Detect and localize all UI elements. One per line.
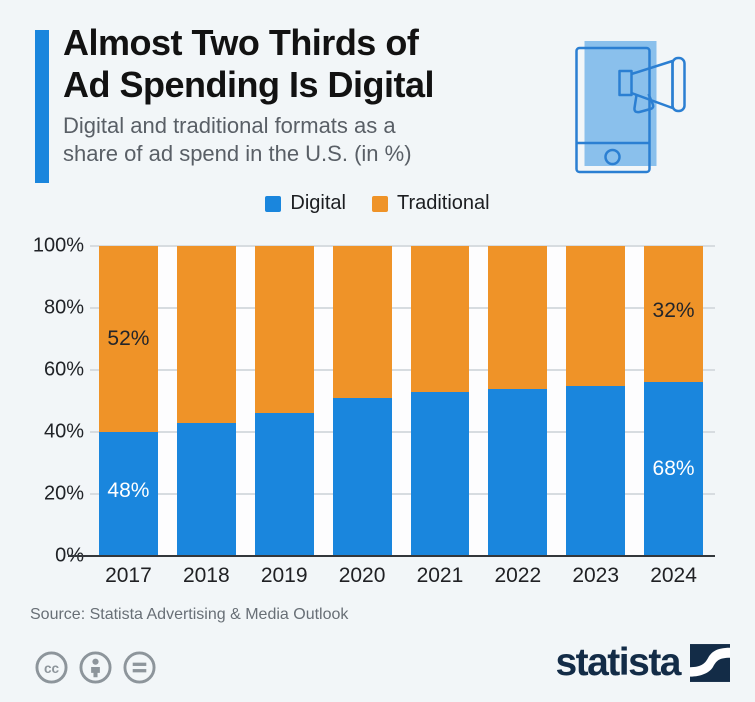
bar-segment-traditional-2017 — [99, 246, 158, 432]
legend-swatch-icon — [265, 195, 282, 212]
grid-line — [90, 307, 715, 309]
bar-2018 — [176, 246, 236, 556]
bar-segment-traditional-2022 — [488, 246, 548, 389]
x-tick-label-2019: 2019 — [260, 564, 308, 587]
x-tick-label-2024: 2024 — [650, 564, 697, 587]
x-axis-labels: 2017 2018 2019 2020 2021 2022 2023 2024 — [99, 564, 703, 588]
bar-series: 52% 48% 32% 68% — [99, 246, 703, 556]
title-line-1: Almost Two Thirds of — [63, 22, 419, 63]
bar-segment-digital-2020 — [332, 397, 392, 556]
title-accent-bar — [35, 30, 49, 183]
source-note: Source: Statista Advertising & Media Out… — [30, 606, 349, 623]
y-tick-label: 80% — [43, 296, 84, 319]
x-tick-label-2021: 2021 — [416, 564, 464, 587]
cc-attribution-icon[interactable] — [79, 651, 112, 684]
bar-segment-digital-2017 — [99, 432, 158, 556]
plot-area: 52% 48% 32% 68% — [90, 245, 715, 556]
x-tick-label-2018: 2018 — [182, 564, 230, 587]
bar-2024: 32% 68% — [644, 246, 703, 556]
bar-2021 — [410, 246, 470, 556]
grid-line — [90, 431, 715, 433]
bar-segment-digital-2024 — [644, 382, 703, 556]
cc-equal-icon[interactable] — [123, 651, 156, 684]
statista-swoosh-icon — [690, 644, 730, 682]
statista-logo[interactable]: statista — [555, 643, 730, 683]
y-tick-label: 60% — [43, 358, 84, 381]
plot-background — [99, 246, 703, 556]
y-tick-label: 40% — [43, 420, 84, 443]
bar-segment-traditional-2021 — [410, 246, 470, 392]
x-tick-label-2022: 2022 — [494, 564, 542, 587]
bar-2023 — [566, 246, 626, 556]
y-tick-label: 0% — [55, 544, 84, 567]
bar-segment-digital-2018 — [176, 422, 236, 556]
bar-2020 — [332, 246, 392, 556]
svg-text:cc: cc — [44, 661, 60, 676]
x-tick-label-2017: 2017 — [105, 564, 152, 587]
title-line-2: Ad Spending Is Digital — [63, 64, 435, 105]
bar-segment-traditional-2019 — [254, 246, 314, 414]
license-icons[interactable]: cc — [35, 651, 156, 684]
y-tick-label: 100% — [32, 234, 84, 257]
page-title: Almost Two Thirds of Ad Spending Is Digi… — [63, 22, 435, 106]
bar-segment-traditional-2023 — [566, 246, 626, 386]
grid-line — [90, 245, 715, 247]
bar-segment-digital-2023 — [566, 385, 626, 556]
grid-line — [90, 369, 715, 371]
bar-segment-traditional-2020 — [332, 246, 392, 398]
legend-label: Traditional — [396, 192, 490, 214]
data-label-digital-2017: 48% — [107, 478, 150, 502]
legend-item-digital: Digital — [265, 192, 346, 215]
bar-2017: 52% 48% — [99, 246, 158, 556]
bar-segment-digital-2021 — [410, 391, 470, 556]
y-tick-label: 20% — [43, 482, 84, 505]
legend-item-traditional: Traditional — [371, 192, 490, 215]
page-subtitle: Digital and traditional formats as a sha… — [63, 112, 412, 168]
x-tick-label-2020: 2020 — [338, 564, 386, 587]
data-label-traditional-2024: 32% — [652, 299, 695, 323]
chart-legend: Digital Traditional — [0, 192, 755, 215]
data-label-digital-2024: 68% — [652, 457, 695, 481]
legend-swatch-icon — [371, 195, 388, 212]
legend-label: Digital — [290, 192, 346, 214]
bar-segment-digital-2022 — [488, 388, 548, 556]
bar-segment-traditional-2018 — [176, 246, 236, 423]
bar-2019 — [254, 246, 314, 556]
x-tick-label-2023: 2023 — [572, 564, 620, 587]
statista-wordmark: statista — [555, 641, 681, 684]
subtitle-line-2: share of ad spend in the U.S. (in %) — [63, 141, 412, 166]
bar-segment-digital-2019 — [254, 413, 314, 556]
grid-line — [90, 493, 715, 495]
phone-megaphone-icon — [575, 41, 686, 174]
bar-segment-traditional-2024 — [644, 246, 703, 383]
data-label-traditional-2017: 52% — [107, 327, 150, 350]
subtitle-line-1: Digital and traditional formats as a — [63, 113, 396, 138]
bar-2022 — [488, 246, 548, 556]
x-axis-line — [68, 555, 715, 557]
cc-license-icon[interactable]: cc — [35, 651, 68, 684]
